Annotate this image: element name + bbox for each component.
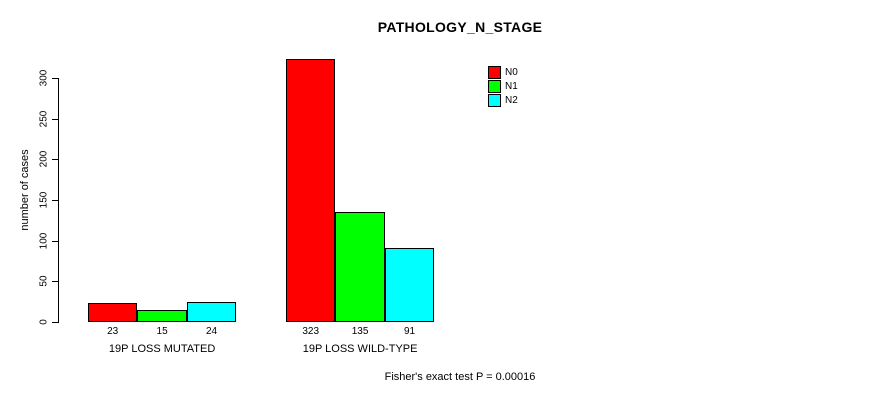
legend-swatch-n1: [488, 79, 501, 93]
y-tick-mark: [52, 78, 58, 79]
legend-swatch-n2: [488, 93, 501, 107]
y-tick-label: 50: [38, 275, 50, 287]
y-tick-label: 150: [38, 191, 50, 209]
y-tick-mark: [52, 281, 58, 283]
y-tick-mark: [52, 240, 58, 242]
y-tick-label: 0: [38, 319, 50, 325]
legend-item-n2: N2: [488, 93, 518, 107]
bar-n1-group1: [137, 309, 187, 322]
bar-n0-group2: [286, 59, 336, 322]
legend-item-n1: N1: [488, 79, 518, 93]
y-axis-line: [58, 78, 59, 323]
legend-label-n1: N1: [505, 80, 518, 92]
bar-value-label: 23: [107, 326, 119, 337]
bar-value-label: 15: [156, 326, 168, 337]
legend-swatch-n0: [488, 65, 501, 79]
legend: N0 N1 N2: [488, 65, 518, 107]
y-tick-label: 100: [38, 232, 50, 249]
legend-label-n2: N2: [505, 94, 518, 106]
x-category-label: 19P LOSS MUTATED: [108, 343, 216, 355]
bar-n0-group1: [88, 303, 138, 322]
x-category-label: 19P LOSS WILD-TYPE: [302, 343, 418, 355]
bar-n2-group1: [186, 302, 237, 322]
y-tick-mark: [52, 159, 58, 161]
bar-value-label: 91: [403, 326, 416, 337]
chart-title: PATHOLOGY_N_STAGE: [377, 19, 543, 35]
y-tick-label: 300: [38, 69, 50, 87]
legend-label-n0: N0: [505, 66, 518, 78]
y-axis-label: number of cases: [19, 149, 31, 231]
y-tick-label: 250: [38, 110, 50, 127]
y-tick-mark: [52, 322, 58, 323]
y-tick-mark: [52, 200, 58, 201]
bar-value-label: 24: [205, 326, 218, 337]
fisher-test-caption: Fisher's exact test P = 0.00016: [384, 371, 536, 383]
y-tick-label: 200: [38, 150, 50, 168]
legend-item-n0: N0: [488, 65, 518, 79]
bar-n2-group2: [384, 247, 435, 322]
y-tick-mark: [52, 118, 58, 120]
bar-value-label: 135: [351, 326, 369, 337]
bar-value-label: 323: [302, 326, 320, 337]
bar-n1-group2: [335, 212, 385, 322]
